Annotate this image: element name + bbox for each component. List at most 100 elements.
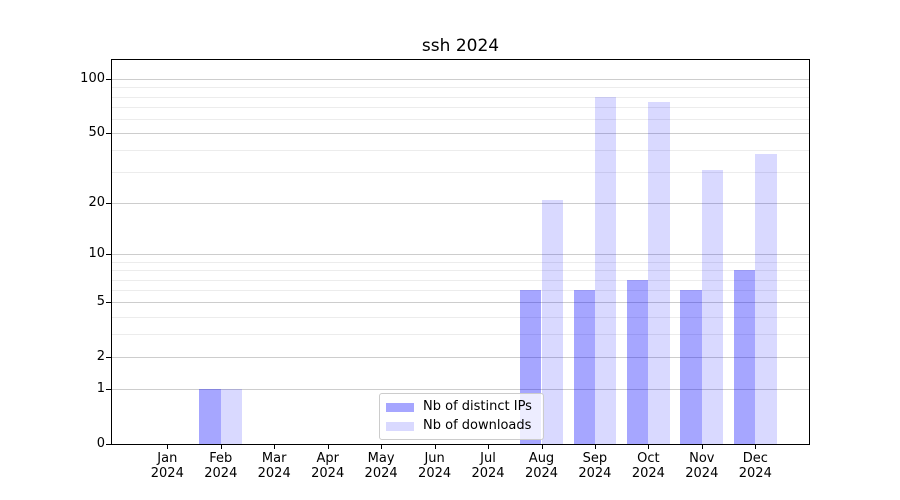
- x-tick-label: May 2024: [341, 451, 421, 481]
- x-tick-month: Sep: [582, 451, 608, 466]
- y-tick-mark: [106, 444, 112, 445]
- gridline-minor: [112, 290, 809, 292]
- gridline-minor: [112, 106, 809, 108]
- x-tick-label: Jan 2024: [127, 451, 207, 481]
- y-tick-label: 10: [88, 246, 105, 262]
- x-tick-month: Mar: [261, 451, 287, 466]
- x-tick-label: Dec 2024: [715, 451, 795, 481]
- y-tick-mark: [106, 302, 112, 304]
- bar-distinct-ips: [733, 270, 756, 444]
- x-tick-month: Apr: [316, 451, 339, 466]
- x-tick-year: 2024: [631, 466, 665, 481]
- gridline-major: [112, 79, 809, 80]
- x-tick-label: Nov 2024: [662, 451, 742, 481]
- x-tick-month: Oct: [637, 451, 660, 466]
- y-tick-mark: [106, 79, 112, 80]
- x-tick-year: 2024: [578, 466, 612, 481]
- x-tick-mark: [541, 445, 543, 449]
- gridline-minor: [112, 270, 809, 272]
- gridline-minor: [112, 96, 809, 98]
- x-tick-month: Jun: [424, 451, 445, 466]
- bar-downloads: [701, 169, 724, 444]
- gridline-major: [112, 203, 809, 205]
- y-tick-mark: [106, 133, 112, 135]
- y-tick-label: 2: [96, 349, 105, 365]
- gridline-minor: [112, 316, 809, 318]
- x-tick-label: Mar 2024: [234, 451, 314, 481]
- y-tick-label: 1: [96, 381, 105, 397]
- x-tick-year: 2024: [524, 466, 559, 481]
- x-tick-label: Aug 2024: [502, 451, 582, 481]
- x-tick-label: Feb 2024: [181, 451, 261, 481]
- x-tick-label: Jul 2024: [448, 451, 528, 481]
- gridline-major: [112, 302, 809, 304]
- x-tick-mark: [274, 445, 276, 449]
- y-tick-label: 20: [88, 195, 105, 211]
- x-tick-year: 2024: [471, 466, 505, 481]
- x-tick-mark: [701, 445, 703, 449]
- y-tick-mark: [106, 357, 112, 359]
- y-tick-mark: [106, 389, 112, 391]
- x-tick-month: Jul: [480, 451, 496, 466]
- x-tick-year: 2024: [364, 466, 398, 481]
- x-tick-month: Aug: [528, 451, 555, 466]
- gridline-major: [112, 357, 809, 359]
- x-tick-mark: [434, 445, 436, 449]
- bar-distinct-ips: [573, 290, 595, 444]
- y-tick-label: 5: [96, 294, 105, 310]
- x-tick-label: Sep 2024: [555, 451, 635, 481]
- gridline-minor: [112, 172, 809, 174]
- legend-item-distinct-ips: Nb of distinct IPs: [386, 399, 535, 415]
- bar-downloads: [755, 154, 777, 444]
- plot-area: [111, 59, 810, 445]
- y-tick-mark: [106, 203, 112, 205]
- y-tick-label: 0: [96, 436, 105, 451]
- x-tick-mark: [488, 445, 489, 449]
- x-tick-mark: [755, 445, 757, 449]
- gridline-minor: [112, 150, 809, 152]
- x-tick-mark: [220, 445, 222, 449]
- gridline-minor: [112, 279, 809, 281]
- bar-downloads: [648, 101, 670, 444]
- x-tick-month: Feb: [209, 451, 233, 466]
- x-tick-label: Oct 2024: [608, 451, 688, 481]
- x-tick-year: 2024: [311, 466, 345, 481]
- x-tick-month: Dec: [742, 451, 768, 466]
- x-tick-year: 2024: [738, 466, 772, 481]
- x-tick-month: Nov: [689, 451, 715, 466]
- x-tick-year: 2024: [150, 466, 184, 481]
- bar-downloads: [594, 96, 617, 444]
- x-tick-year: 2024: [685, 466, 719, 481]
- x-tick-mark: [594, 445, 596, 449]
- legend: Nb of distinct IPs Nb of downloads: [379, 393, 544, 440]
- legend-swatch-distinct-ips: [386, 402, 414, 412]
- bar-downloads: [220, 389, 243, 444]
- gridline-minor: [112, 118, 809, 120]
- legend-label-distinct-ips: Nb of distinct IPs: [423, 399, 532, 414]
- x-tick-year: 2024: [204, 466, 238, 481]
- bar-distinct-ips: [199, 389, 221, 444]
- x-tick-label: Apr 2024: [288, 451, 368, 481]
- gridline-minor: [112, 261, 809, 263]
- gridline-major: [112, 254, 809, 256]
- gridline-major: [112, 133, 809, 135]
- gridline-minor: [112, 87, 809, 89]
- legend-swatch-downloads: [386, 421, 414, 431]
- x-tick-mark: [381, 445, 383, 449]
- bar-downloads: [541, 199, 563, 444]
- x-tick-month: May: [367, 451, 395, 466]
- gridline-minor: [112, 334, 809, 336]
- x-tick-month: Jan: [157, 451, 178, 466]
- x-tick-mark: [167, 445, 169, 449]
- chart-title: ssh 2024: [421, 36, 500, 56]
- x-tick-mark: [327, 445, 329, 449]
- x-tick-mark: [648, 445, 650, 449]
- gridline-major: [112, 389, 809, 391]
- x-tick-year: 2024: [418, 466, 452, 481]
- legend-label-downloads: Nb of downloads: [423, 418, 532, 433]
- bar-distinct-ips: [627, 279, 649, 444]
- bar-distinct-ips: [680, 290, 702, 444]
- x-tick-label: Jun 2024: [395, 451, 475, 481]
- y-tick-mark: [106, 254, 112, 256]
